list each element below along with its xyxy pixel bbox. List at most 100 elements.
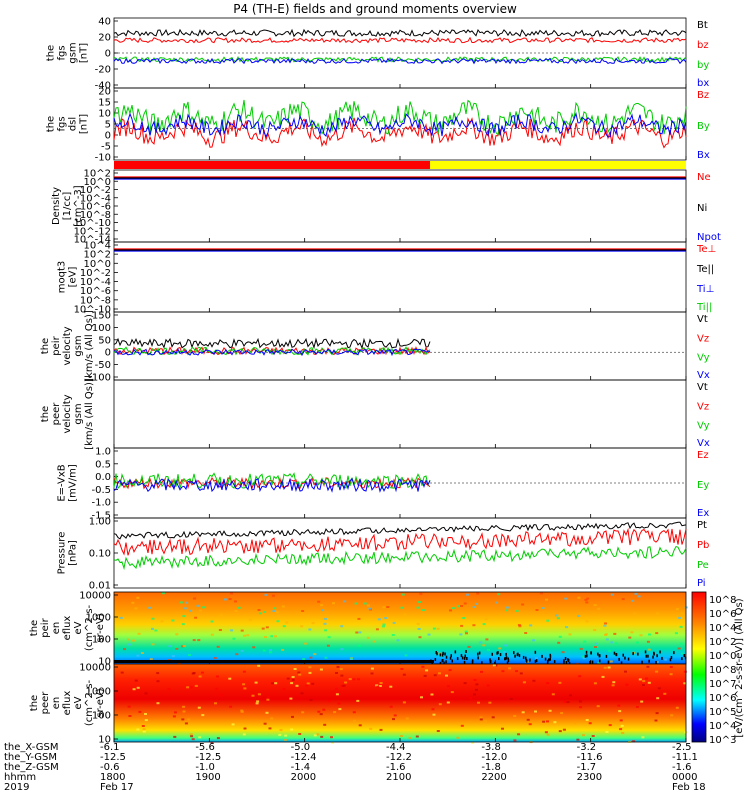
heatmap-cell: [655, 712, 659, 715]
heatmap-cell: [141, 725, 145, 727]
heatmap-cell: [293, 668, 297, 670]
heatmap-cell: [482, 644, 486, 647]
heatmap-cell: [513, 715, 517, 717]
panel-pressure: Pressure[nPa] 1.00 0.10 0.01 Pt Pb Pe Pi: [57, 517, 710, 592]
heatmap-cell: [282, 688, 286, 690]
heatmap-cell: [492, 664, 496, 667]
heatmap-cell: [655, 612, 659, 615]
heatmap-cell: [494, 661, 496, 665]
heatmap-cell: [517, 624, 521, 626]
heatmap-cell: [563, 659, 565, 663]
y-axis-label-line: eV: [73, 621, 84, 634]
heatmap-cell: [405, 717, 409, 720]
x-axis-value: -5.6: [195, 742, 215, 753]
heatmap-cell: [681, 657, 683, 661]
heatmap-cell: [673, 651, 675, 655]
heatmap-cell: [400, 668, 404, 670]
heatmap-cell: [421, 609, 425, 612]
heatmap-cell: [242, 683, 246, 686]
y-axis-label: thepeirenefluxeV(cm^2-s-sr-eV): [29, 604, 106, 651]
heatmap-cell: [231, 723, 235, 726]
heatmap-cell: [597, 652, 599, 656]
heatmap-cell: [585, 719, 589, 721]
colorbar-tick-label: 10^6: [709, 609, 736, 620]
y-tick-label: 10^-14: [74, 235, 111, 246]
heatmap-cell: [480, 670, 483, 673]
heatmap-cell: [628, 636, 632, 639]
heatmap-cell: [479, 641, 483, 644]
heatmap-cell: [641, 736, 645, 739]
heatmap-cell: [279, 728, 283, 731]
heatmap-cell: [513, 739, 517, 742]
y-axis-label-line: peer: [51, 402, 62, 426]
y-axis-label-line: [km/s (All Qs)]: [84, 378, 95, 450]
heatmap-cell: [327, 636, 331, 639]
panel-frame: [113, 169, 687, 243]
legend-Ey: Ey: [697, 480, 709, 491]
heatmap-cell: [594, 642, 598, 645]
heatmap-cell: [546, 661, 549, 665]
x-axis-value: -0.6: [100, 762, 120, 773]
heatmap-cell: [230, 592, 233, 595]
heatmap-cell: [475, 602, 478, 605]
heatmap-cell: [515, 609, 519, 612]
heatmap-cell: [548, 709, 552, 712]
heatmap-cell: [553, 721, 557, 724]
heatmap-cell: [508, 667, 512, 670]
heatmap-cell: [136, 596, 140, 599]
heatmap-cell: [401, 593, 405, 596]
heatmap-cell: [340, 674, 344, 677]
heatmap-cell: [585, 650, 588, 654]
heatmap-cell: [181, 718, 185, 721]
heatmap-cell: [356, 699, 360, 702]
heatmap-cell: [138, 710, 142, 713]
heatmap-cell: [646, 665, 650, 668]
heatmap-cell: [653, 652, 655, 656]
heatmap-cell: [191, 672, 195, 675]
heatmap-cell: [237, 606, 241, 609]
heatmap-cell: [463, 682, 467, 685]
heatmap-cell: [645, 677, 648, 680]
heatmap-cell: [634, 592, 638, 595]
legend-by: by: [697, 60, 709, 71]
series-bz: [113, 36, 687, 44]
heatmap-cell: [504, 644, 508, 647]
y-tick-label: 10000: [79, 591, 111, 602]
x-axis-row-label: 2019: [4, 782, 30, 793]
heatmap-cell: [160, 620, 164, 623]
heatmap-cell: [142, 730, 146, 733]
heatmap-cell: [657, 687, 661, 690]
heatmap-cell: [421, 665, 425, 668]
y-tick-label: 10^-4: [80, 193, 111, 204]
heatmap-cell: [276, 620, 280, 623]
heatmap-cell: [614, 642, 618, 645]
heatmap-cell: [298, 673, 302, 676]
heatmap-cell: [507, 659, 510, 663]
heatmap-cell: [210, 620, 214, 623]
heatmap-cell: [263, 722, 267, 725]
series-Bt: [113, 28, 687, 38]
x-axis-value: -12.2: [386, 752, 412, 763]
y-axis-label: thepeirvelocitygsm[km/s (All Qs)]: [40, 310, 95, 382]
heatmap-cell: [534, 657, 538, 660]
heatmap-cell: [319, 668, 323, 671]
colorbar-tick-label: 10^5: [709, 707, 736, 718]
heatmap-cell: [216, 645, 220, 648]
y-axis-label-line: en: [51, 697, 62, 710]
heatmap-cell: [242, 733, 246, 736]
heatmap-cell: [281, 648, 285, 651]
y-tick-label: 0: [105, 131, 111, 142]
heatmap-cell: [372, 640, 376, 643]
heatmap-cell: [168, 645, 172, 648]
heatmap-cell: [607, 660, 610, 664]
heatmap-cell: [548, 658, 550, 662]
heatmap-cell: [382, 623, 386, 626]
heatmap-cell: [320, 604, 324, 607]
y-tick-label: 1.0: [95, 447, 111, 458]
heatmap-cell: [529, 658, 531, 662]
heatmap-cell: [591, 735, 595, 737]
heatmap-cell: [167, 687, 171, 690]
heatmap-cell: [460, 654, 463, 658]
heatmap-cell: [558, 730, 562, 733]
heatmap-cell: [555, 614, 559, 617]
